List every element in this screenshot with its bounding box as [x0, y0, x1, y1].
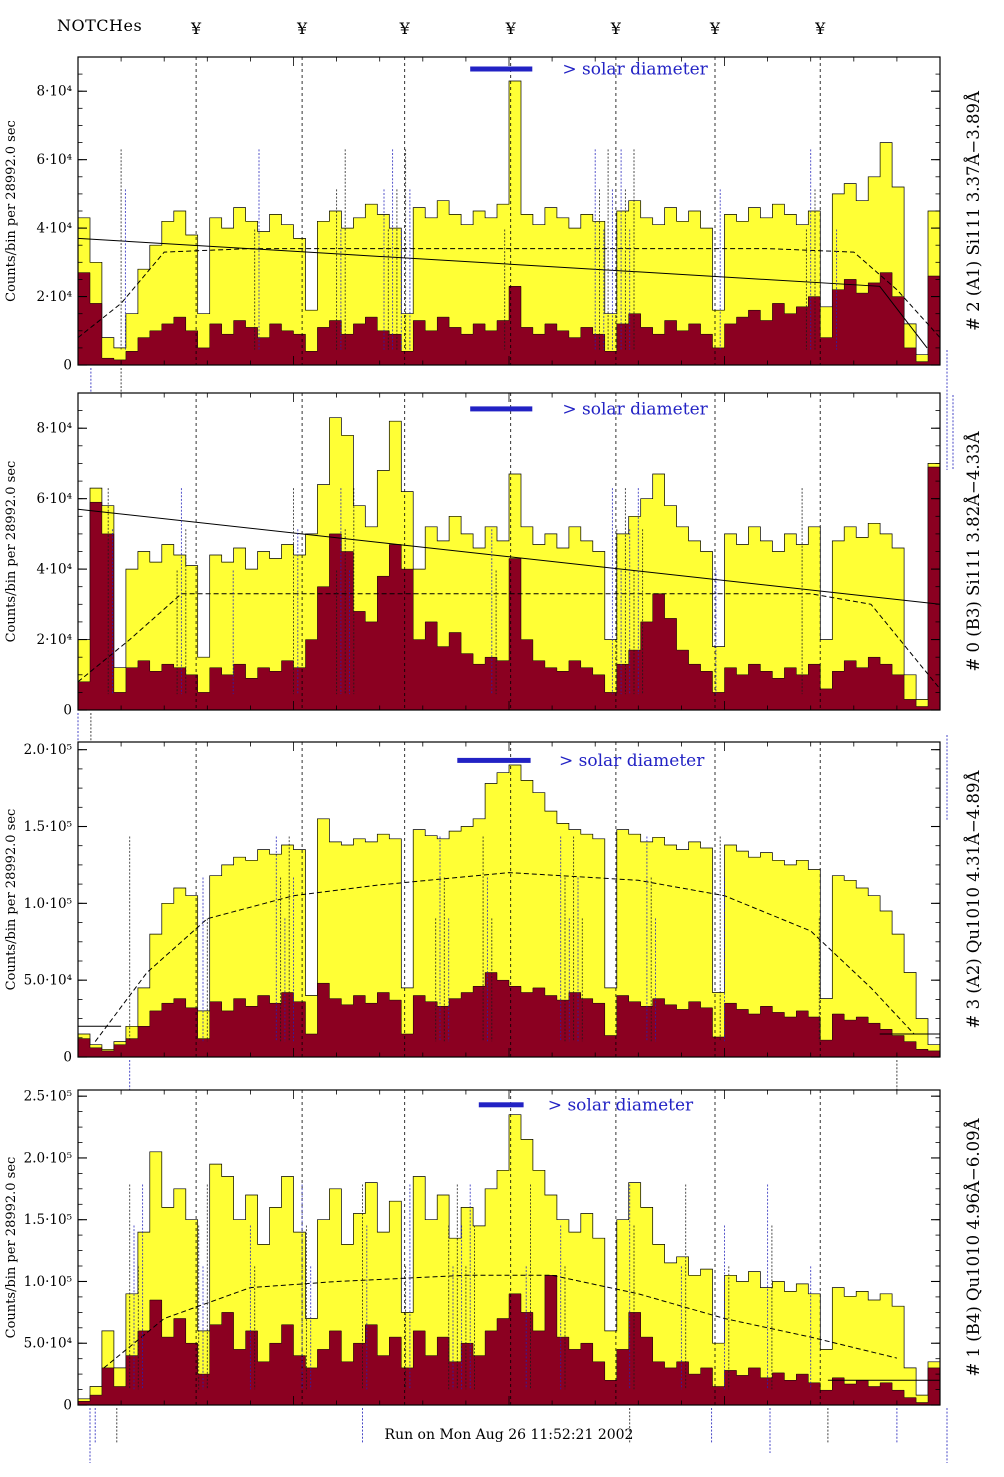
background-counts-histogram	[77, 1275, 941, 1406]
y-axis-tick-label: 1.5·10⁵	[24, 819, 72, 835]
mean-level-dashed-line	[77, 593, 941, 690]
run-timestamp: Run on Mon Aug 26 11:52:21 2002	[384, 1427, 634, 1443]
panel-right-label: # 0 (B3) Si111 3.82Å−4.33Å	[963, 430, 983, 671]
mean-level-dashed-line	[77, 248, 941, 338]
y-axis-tick-label: 6·10⁴	[37, 491, 72, 507]
y-axis-tick-label: 0	[63, 703, 72, 719]
solar-diameter-label: > solar diameter	[562, 60, 708, 80]
spectrum-panel-2: 0 5.0·10⁴ 1.0·10⁵ 1.5·10⁵ 2.0·10⁵ > solar dia…	[4, 741, 983, 1095]
y-axis-tick-label: 2·10⁴	[37, 289, 72, 305]
y-axis-tick-label: 0	[63, 1398, 72, 1414]
mean-level-dashed-line	[103, 1274, 898, 1369]
y-axis-tick-label: 2·10⁴	[37, 632, 72, 648]
y-axis-tick-label: 4·10⁴	[37, 562, 72, 578]
y-axis-tick-label: 1.0·10⁵	[24, 896, 72, 912]
y-axis-tick-label: 5.0·10⁴	[24, 973, 72, 989]
y-axis-title: Counts/bin per 28992.0 sec	[4, 1157, 19, 1339]
y-axis-tick-label: 5.0·10⁴	[24, 1336, 72, 1352]
notch-symbol: ¥	[296, 19, 308, 38]
total-counts-histogram	[77, 80, 941, 366]
solar-diameter-bar	[457, 757, 531, 763]
y-axis-tick-label: 0	[63, 1050, 72, 1066]
panel-right-label: # 2 (A1) Si111 3.37Å−3.89Å	[963, 90, 983, 331]
solar-diameter-bar	[470, 406, 533, 412]
y-axis-title: Counts/bin per 28992.0 sec	[4, 461, 19, 643]
y-axis-tick-label: 1.0·10⁵	[24, 1274, 72, 1290]
notch-symbol: ¥	[190, 19, 202, 38]
solar-diameter-label: > solar diameter	[559, 751, 705, 771]
notch-symbol: ¥	[814, 19, 826, 38]
y-axis-tick-label: 2.0·10⁵	[24, 1150, 72, 1166]
background-counts-histogram	[77, 466, 941, 711]
background-counts-histogram	[77, 272, 941, 366]
notches-label: NOTCHes	[57, 16, 143, 35]
y-axis-title: Counts/bin per 28992.0 sec	[4, 120, 19, 302]
panel-right-label: # 1 (B4) Qu1010 4.96Å−6.09Å	[963, 1117, 983, 1376]
y-axis-tick-label: 0	[63, 358, 72, 374]
trend-solid-line	[77, 508, 941, 605]
notch-symbol: ¥	[709, 19, 721, 38]
y-axis-tick-label: 4·10⁴	[37, 221, 72, 237]
y-axis-tick-label: 8·10⁴	[37, 84, 72, 100]
y-axis-tick-label: 8·10⁴	[37, 421, 72, 437]
total-counts-histogram	[77, 764, 941, 1058]
notch-symbol: ¥	[610, 19, 622, 38]
panel-right-label: # 3 (A2) Qu1010 4.31Å−4.89Å	[963, 769, 983, 1028]
spectrum-panel-0: 0 2·10⁴ 4·10⁴ 6·10⁴ 8·10⁴ > solar diameter Cou…	[4, 56, 983, 403]
y-axis-title: Counts/bin per 28992.0 sec	[4, 809, 19, 991]
spectrum-panel-1: 0 2·10⁴ 4·10⁴ 6·10⁴ 8·10⁴ > solar diameter Cou…	[4, 392, 983, 748]
y-axis-tick-label: 2.0·10⁵	[24, 742, 72, 758]
notch-symbol: ¥	[399, 19, 411, 38]
solar-diameter-label: > solar diameter	[562, 399, 708, 419]
y-axis-tick-label: 1.5·10⁵	[24, 1212, 72, 1228]
solar-diameter-bar	[478, 1102, 524, 1108]
spectrum-panel-3: 0 5.0·10⁴ 1.0·10⁵ 1.5·10⁵ 2.0·10⁵ 2.5·10⁵ > so…	[4, 1089, 983, 1443]
solar-diameter-bar	[470, 66, 533, 72]
y-axis-tick-label: 2.5·10⁵	[24, 1089, 72, 1105]
y-axis-tick-label: 6·10⁴	[37, 152, 72, 168]
mean-level-dashed-line	[94, 872, 915, 1042]
solar-diameter-label: > solar diameter	[548, 1095, 694, 1115]
notch-symbol: ¥	[505, 19, 517, 38]
